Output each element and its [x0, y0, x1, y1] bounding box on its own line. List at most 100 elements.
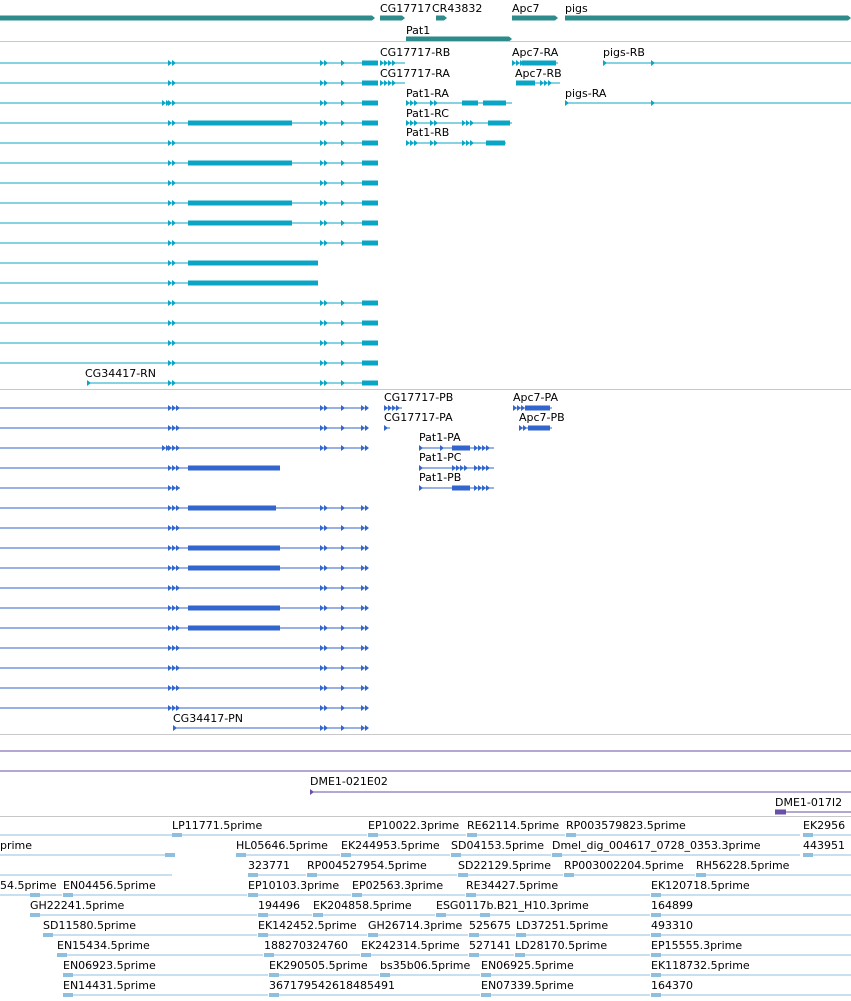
est-label[interactable]: RE62114.5prime: [467, 819, 560, 832]
est-label[interactable]: 527141: [469, 939, 511, 952]
est-label[interactable]: EP10103.3prime: [248, 879, 340, 892]
transcript-label[interactable]: CG17717-RA: [380, 67, 450, 80]
strand-arrow: [320, 340, 324, 346]
strand-arrow: [176, 565, 180, 571]
strand-arrow: [324, 120, 328, 126]
est-label[interactable]: EK204858.5prime: [313, 899, 412, 912]
est-block: [651, 973, 661, 977]
est-label[interactable]: GH26714.3prime: [368, 919, 463, 932]
est-label[interactable]: 164370: [651, 979, 693, 992]
transcript-label[interactable]: Pat1-RC: [406, 107, 449, 120]
est-label[interactable]: 194496: [258, 899, 300, 912]
est-label[interactable]: 525675: [469, 919, 511, 932]
est-label[interactable]: LD28170.5prime: [515, 939, 608, 952]
est-label[interactable]: EN06925.5prime: [481, 959, 574, 972]
transcript-label[interactable]: Apc7-PA: [513, 391, 558, 404]
strand-arrow: [176, 525, 180, 531]
est-label[interactable]: EN07339.5prime: [481, 979, 574, 992]
strand-arrow: [172, 180, 176, 186]
est-label[interactable]: EN14431.5prime: [63, 979, 156, 992]
est-label[interactable]: EK142452.5prime: [258, 919, 357, 932]
strand-arrow: [168, 240, 172, 246]
est-label[interactable]: SD11580.5prime: [43, 919, 136, 932]
est-label[interactable]: LD37251.5prime: [516, 919, 609, 932]
est-label[interactable]: bs35b06.5prime: [380, 959, 471, 972]
est-label[interactable]: EK2956: [803, 819, 846, 832]
est-label[interactable]: Dmel_dig_004617_0728_0353.3prime: [552, 839, 761, 852]
strand-arrow: [320, 565, 324, 571]
est-label[interactable]: SD04153.5prime: [451, 839, 544, 852]
transcript-label[interactable]: Pat1-PB: [419, 471, 462, 484]
transcript-label[interactable]: Apc7-RB: [515, 67, 562, 80]
est-label[interactable]: HL05646.5prime: [236, 839, 328, 852]
strand-arrow: [414, 140, 418, 146]
strand-arrow: [388, 80, 392, 86]
est-label[interactable]: LP11771.5prime: [172, 819, 263, 832]
strand-arrow: [320, 425, 324, 431]
transcript-label[interactable]: Apc7-RA: [512, 46, 559, 59]
est-label[interactable]: 164899: [651, 899, 693, 912]
transcript-label[interactable]: pigs-RA: [565, 87, 607, 100]
est-label[interactable]: EK242314.5prime: [361, 939, 460, 952]
est-label[interactable]: EP15555.3prime: [651, 939, 743, 952]
transcript-label[interactable]: CG17717-PB: [384, 391, 454, 404]
est-label[interactable]: RE34427.5prime: [466, 879, 559, 892]
bac-label[interactable]: DME1-021E02: [310, 775, 388, 788]
transcript-label[interactable]: CG17717-PA: [384, 411, 453, 424]
strand-arrow: [168, 360, 172, 366]
exon-block: [362, 100, 378, 106]
gene-label[interactable]: CR43832: [432, 2, 483, 15]
est-label[interactable]: EK290505.5prime: [269, 959, 368, 972]
gene-label[interactable]: Apc7: [512, 2, 540, 15]
strand-arrow: [176, 425, 180, 431]
est-label[interactable]: 367179542618485491: [269, 979, 395, 992]
est-label[interactable]: 323771: [248, 859, 290, 872]
gene-label[interactable]: Pat1: [406, 24, 431, 37]
est-label[interactable]: GH22241.5prime: [30, 899, 125, 912]
est-label[interactable]: ESG0117b.B21_H10.3prime: [436, 899, 589, 912]
est-label[interactable]: RP003002204.5prime: [564, 859, 684, 872]
strand-arrow: [172, 100, 176, 106]
est-label[interactable]: EP10022.3prime: [368, 819, 460, 832]
est-label[interactable]: RH56228.5prime: [696, 859, 790, 872]
strand-arrow: [365, 665, 369, 671]
est-label[interactable]: EN15434.5prime: [57, 939, 150, 952]
strand-arrow: [434, 100, 438, 106]
est-label[interactable]: 443951: [803, 839, 845, 852]
est-label[interactable]: EN04456.5prime: [63, 879, 156, 892]
transcript-label[interactable]: pigs-RB: [603, 46, 645, 59]
strand-arrow: [486, 445, 490, 451]
transcript-label[interactable]: Pat1-RA: [406, 87, 449, 100]
transcript-label[interactable]: Pat1-RB: [406, 126, 450, 139]
est-label[interactable]: EK244953.5prime: [341, 839, 440, 852]
transcript-label[interactable]: CG34417-PN: [173, 712, 244, 725]
transcript-label[interactable]: CG17717-RB: [380, 46, 451, 59]
transcript-label[interactable]: Pat1-PA: [419, 431, 461, 444]
est-label[interactable]: prime: [0, 839, 33, 852]
est-label[interactable]: 188270324760: [264, 939, 348, 952]
gene-label[interactable]: pigs: [565, 2, 588, 15]
est-label[interactable]: RP003579823.5prime: [566, 819, 686, 832]
bac-label[interactable]: DME1-017I2: [775, 796, 843, 809]
est-block: [651, 893, 661, 897]
est-label[interactable]: EN06923.5prime: [63, 959, 156, 972]
strand-arrow: [168, 220, 172, 226]
est-label[interactable]: EK118732.5prime: [651, 959, 750, 972]
strand-arrow: [324, 140, 328, 146]
strand-arrow: [168, 585, 172, 591]
strand-arrow: [168, 485, 172, 491]
strand-arrow: [176, 505, 180, 511]
strand-arrow: [341, 545, 345, 551]
est-block: [651, 913, 661, 917]
est-label[interactable]: 54.5prime: [0, 879, 57, 892]
strand-arrow: [172, 525, 176, 531]
transcript-label[interactable]: Pat1-PC: [419, 451, 462, 464]
transcript-label[interactable]: Apc7-PB: [519, 411, 565, 424]
gene-label[interactable]: CG17717: [380, 2, 432, 15]
est-label[interactable]: EP02563.3prime: [352, 879, 444, 892]
est-label[interactable]: RP004527954.5prime: [307, 859, 427, 872]
est-label[interactable]: SD22129.5prime: [458, 859, 551, 872]
transcript-label[interactable]: CG34417-RN: [85, 367, 157, 380]
est-label[interactable]: EK120718.5prime: [651, 879, 750, 892]
est-label[interactable]: 493310: [651, 919, 693, 932]
